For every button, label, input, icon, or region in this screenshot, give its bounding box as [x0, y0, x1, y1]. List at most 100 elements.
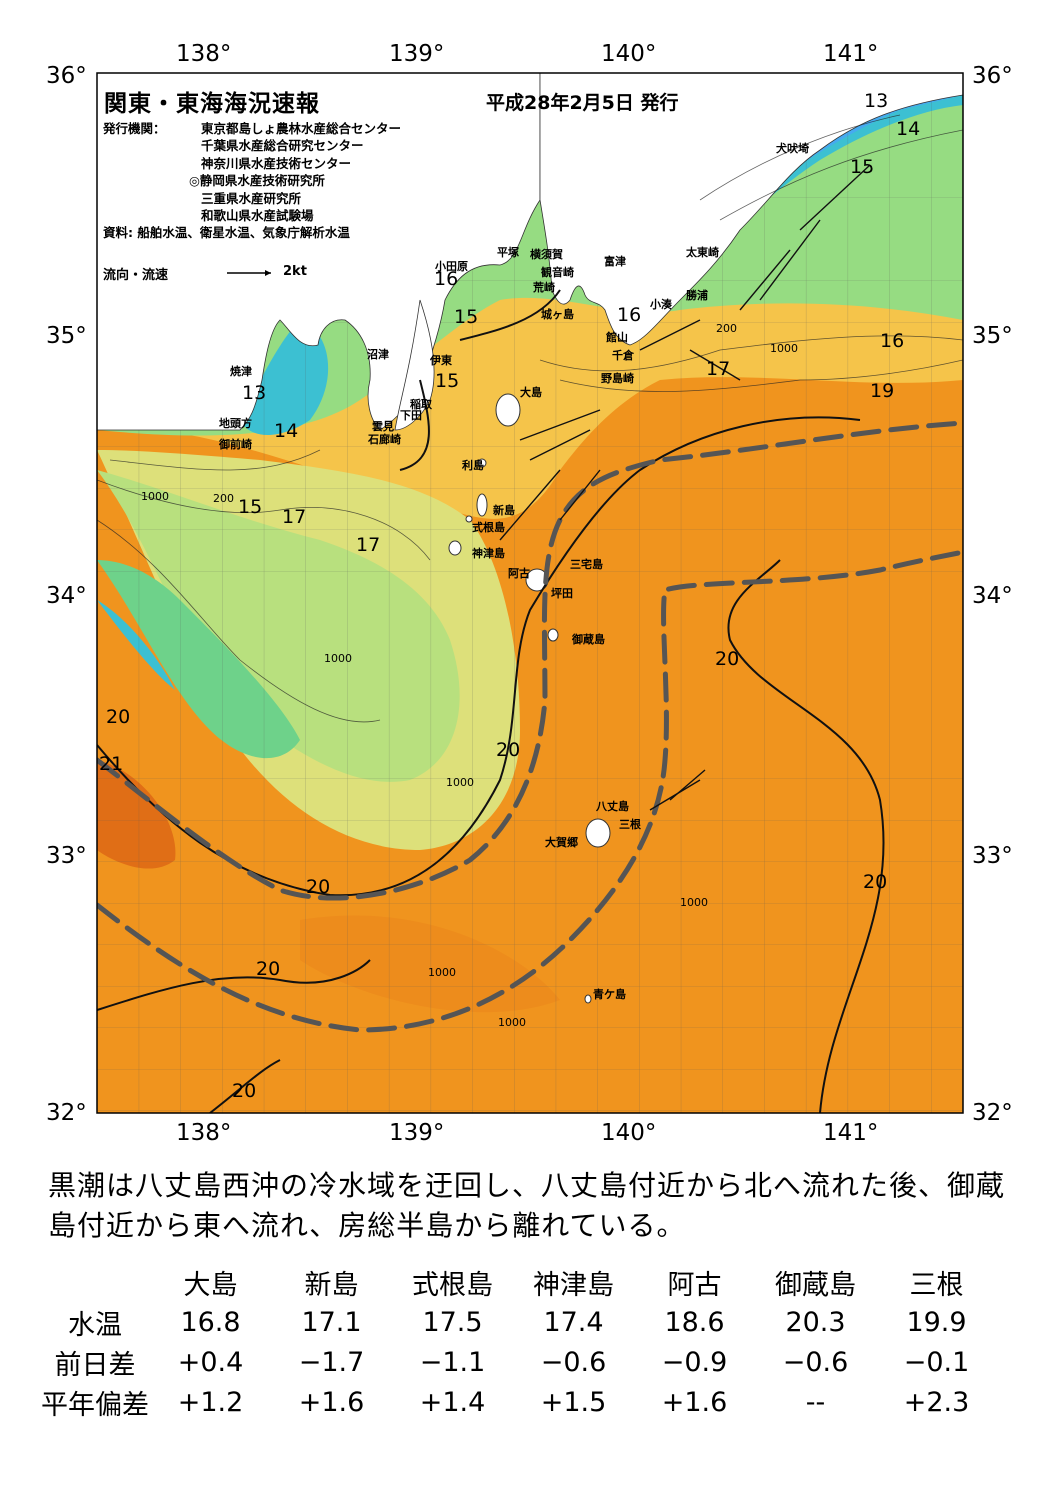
depth-label-200-e: 200 [716, 322, 737, 335]
row-label-anomaly: 平年偏差 [41, 1389, 149, 1421]
isotherm-15 [399, 379, 430, 471]
table-cell: 17.4 [543, 1306, 604, 1338]
current-legend: 流向・流速 2kt [103, 264, 307, 283]
lat-label-36-right: 36° [972, 63, 1013, 89]
place-okago: 大賀郷 [545, 836, 578, 849]
issuer-label: 発行機関： [103, 121, 166, 136]
lat-label-35: 35° [46, 323, 87, 349]
mikurajima-island [547, 628, 559, 642]
station-ako: 阿古 [667, 1269, 722, 1301]
place-yaizu: 焼津 [230, 365, 252, 378]
depth-label-1000-sb: 1000 [498, 1016, 526, 1029]
table-cell: 18.6 [664, 1306, 725, 1338]
isotherm-label-20-west: 20 [106, 706, 131, 728]
place-mitsune: 三根 [619, 818, 641, 831]
station-mikurajima: 御蔵島 [775, 1269, 856, 1301]
depth-label-1000-se: 1000 [680, 896, 708, 909]
station-oshima: 大島 [183, 1269, 238, 1301]
place-chikura: 千倉 [612, 349, 634, 362]
isotherm-label-20-sw: 20 [256, 958, 281, 980]
place-katsuura: 勝浦 [686, 289, 708, 302]
isotherm-label-16-east: 16 [880, 330, 905, 352]
issuer-3: ◎静岡県水産技術研究所 [189, 173, 325, 189]
depth-label-1000-sw: 1000 [428, 966, 456, 979]
map-frame [96, 72, 964, 1114]
depth-label-200-w: 200 [213, 492, 234, 505]
lat-label-36: 36° [46, 63, 87, 89]
issuer-2: 神奈川県水産技術センター [201, 155, 352, 171]
issuer-4: 三重県水産研究所 [201, 190, 302, 206]
table-cell: 20.3 [785, 1306, 846, 1338]
shikinejima-island [465, 515, 473, 523]
table-cell: -- [805, 1386, 826, 1418]
kuroshio-axis-outer [97, 549, 963, 1033]
isotherm-label-16-tateyama: 16 [617, 304, 642, 326]
map-title: 関東・東海海況速報 [104, 91, 320, 117]
place-mikurajima: 御蔵島 [572, 633, 605, 646]
isotherm-20-c [209, 1059, 281, 1113]
table-row: 前日差 +0.4 −1.7 −1.1 −0.6 −0.9 −0.6 −0.1 [40, 1342, 997, 1382]
place-irozaki: 石廊崎 [368, 433, 401, 446]
lon-label-138-bottom: 138° [176, 1120, 232, 1146]
place-toshima: 利島 [462, 459, 484, 472]
oshima-island [495, 393, 521, 427]
place-inatori: 稲取 [410, 398, 432, 411]
lat-label-32: 32° [46, 1100, 87, 1126]
table-cell: +1.4 [419, 1386, 486, 1418]
isotherm-label-15-sagami: 15 [454, 306, 479, 328]
lat-label-35-right: 35° [972, 323, 1013, 349]
lon-label-138: 138° [176, 41, 232, 67]
table-cell: +1.5 [540, 1386, 607, 1418]
lat-label-34-right: 34° [972, 583, 1013, 609]
isotherm-20-d [727, 559, 885, 1113]
place-taitozaki: 太東崎 [686, 246, 719, 259]
place-nojimazaki: 野島崎 [601, 372, 634, 385]
isotherm-label-15-ne: 15 [850, 156, 875, 178]
table-cell: +0.4 [177, 1346, 244, 1378]
toshima-island [477, 458, 487, 468]
lat-label-32-right: 32° [972, 1100, 1013, 1126]
place-hiratsuka: 平塚 [497, 246, 519, 259]
issuer-1: 千葉県水産総合研究センター [201, 138, 364, 154]
legend-label: 流向・流速 [103, 268, 169, 283]
station-niijima: 新島 [304, 1269, 359, 1301]
place-arasaki: 荒崎 [533, 281, 555, 294]
table-cell: 17.5 [422, 1306, 483, 1338]
table-header-row: 大島 新島 式根島 神津島 阿古 御蔵島 三根 [40, 1262, 997, 1302]
place-niijima: 新島 [493, 504, 515, 517]
place-ako: 阿古 [508, 567, 530, 580]
isotherm-label-14-suruga: 14 [274, 420, 299, 442]
table-cell: −0.6 [540, 1346, 607, 1378]
place-jitogata: 地頭方 [219, 417, 252, 430]
isotherm-label-20-east: 20 [863, 871, 888, 893]
place-oshima: 大島 [520, 386, 542, 399]
kozushima-island [448, 540, 462, 556]
isotherm-label-16-odawara: 16 [434, 268, 459, 290]
place-hachijojima: 八丈島 [596, 800, 629, 813]
place-aogashima: 青ケ島 [593, 988, 626, 1001]
lat-label-33: 33° [46, 843, 87, 869]
data-source: 資料: 船舶水温、衛星水温、気象庁解析水温 [103, 225, 350, 241]
table-cell: −1.7 [298, 1346, 365, 1378]
lon-label-141: 141° [823, 41, 879, 67]
table-cell: −1.1 [419, 1346, 486, 1378]
place-kannonzaki: 観音崎 [541, 266, 574, 279]
depth-label-1000-e: 1000 [770, 342, 798, 355]
table-cell: 19.9 [906, 1306, 967, 1338]
place-odawara: 小田原 [435, 260, 468, 273]
place-numazu: 沼津 [367, 348, 389, 361]
legend-unit: 2kt [283, 264, 307, 279]
map-date: 平成28年2月5日 発行 [486, 92, 679, 114]
isotherm-label-20-center: 20 [496, 739, 521, 761]
lon-label-139-bottom: 139° [389, 1120, 445, 1146]
isotherm-label-17-center: 17 [356, 534, 381, 556]
aogashima-island [584, 994, 592, 1004]
isotherm-label-13-ne: 13 [864, 90, 889, 112]
place-inubosaki: 犬吠埼 [776, 142, 809, 155]
isotherm-label-20-mikura: 20 [715, 648, 740, 670]
lon-label-140: 140° [601, 41, 657, 67]
isotherm-16 [459, 289, 561, 341]
station-mitsune: 三根 [909, 1269, 964, 1301]
place-ito: 伊東 [430, 354, 452, 367]
table-cell: +1.2 [177, 1386, 244, 1418]
